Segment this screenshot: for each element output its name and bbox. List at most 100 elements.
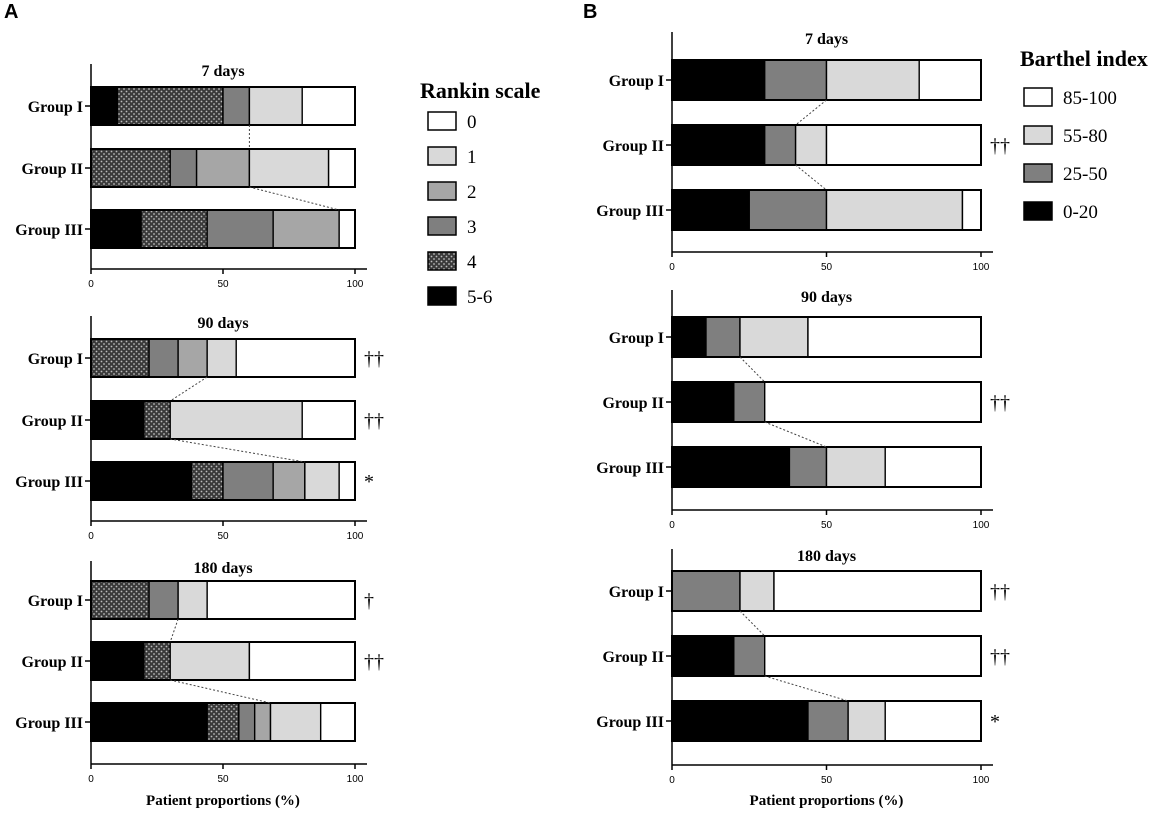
category-label: Group I xyxy=(609,330,664,347)
legend-item-4: 4 xyxy=(427,251,477,273)
legend-label: 3 xyxy=(467,217,477,238)
bar-segment-0-20 xyxy=(671,635,735,677)
bar-segment-0-20 xyxy=(671,189,750,231)
legend-item-0: 0 xyxy=(427,111,477,133)
category-label: Group III xyxy=(15,474,83,491)
legend-item-3: 3 xyxy=(427,216,477,238)
bar-segment-0 xyxy=(338,461,356,501)
subplot-7-days: 7 days Group I Group II †† Group III 0 50 100 xyxy=(596,31,1010,273)
x-tick-label: 0 xyxy=(669,520,675,531)
legend-swatch xyxy=(427,251,457,271)
bar-group-iii xyxy=(90,209,356,249)
bar-segment-4 xyxy=(90,338,150,378)
x-tick-label: 0 xyxy=(88,279,94,290)
bar-segment-85-100 xyxy=(918,59,982,101)
bar-group-ii xyxy=(90,400,356,440)
category-label: Group III xyxy=(15,715,83,732)
category-label: Group III xyxy=(596,714,664,731)
significance-mark: †† xyxy=(990,581,1010,603)
significance-mark: †† xyxy=(364,348,384,370)
connector-line xyxy=(169,618,179,643)
x-tick-label: 100 xyxy=(973,520,990,531)
bar-segment-3 xyxy=(222,86,251,126)
bar-segment-1 xyxy=(248,148,330,188)
bar-segment-85-100 xyxy=(807,316,982,358)
bar-segment-25-50 xyxy=(764,124,797,166)
bar-group-ii xyxy=(90,641,356,681)
bar-segment-1 xyxy=(304,461,340,501)
bar-segment-4 xyxy=(90,580,150,620)
bar-group-iii xyxy=(90,461,356,501)
bar-segment-55-80 xyxy=(825,59,920,101)
bar-group-iii xyxy=(90,702,356,742)
legend-label: 4 xyxy=(467,252,477,273)
subplot-title: 90 days xyxy=(801,289,852,306)
bar-segment-85-100 xyxy=(764,381,982,423)
legend-swatch xyxy=(427,111,457,131)
significance-mark: †† xyxy=(364,651,384,673)
bar-segment-0-20 xyxy=(671,59,766,101)
category-label: Group I xyxy=(28,593,83,610)
legend-label: 1 xyxy=(467,147,477,168)
bar-segment-55-80 xyxy=(794,124,828,166)
connector-line xyxy=(795,164,827,191)
connector-line xyxy=(249,186,340,211)
bar-segment-0-20 xyxy=(671,381,735,423)
connector-line xyxy=(169,376,208,402)
connector-line xyxy=(764,421,827,448)
subplot-90-days: 90 days Group I †† Group II †† Group III * 0 50 1… xyxy=(15,315,384,542)
bar-segment-2 xyxy=(272,461,306,501)
connector-line xyxy=(170,438,305,463)
legend-swatch xyxy=(427,286,457,306)
x-tick-label: 50 xyxy=(217,774,229,785)
legend-title: Barthel index xyxy=(1020,46,1148,71)
bar-segment-0-20 xyxy=(671,700,809,742)
subplot-title: 7 days xyxy=(201,63,244,80)
bar-segment-2 xyxy=(272,209,340,249)
bar-group-ii xyxy=(671,635,982,677)
bar-segment-5-6 xyxy=(90,461,193,501)
subplot-180-days: 180 days Group I †† Group II †† Group III * 0 50… xyxy=(596,548,1010,786)
bar-segment-4 xyxy=(190,461,224,501)
bar-segment-0 xyxy=(235,338,356,378)
bar-segment-1 xyxy=(269,702,322,742)
bar-segment-55-80 xyxy=(739,570,775,612)
bar-segment-25-50 xyxy=(748,189,828,231)
x-tick-label: 50 xyxy=(821,775,833,786)
significance-mark: †† xyxy=(990,392,1010,414)
x-tick-label: 50 xyxy=(821,520,833,531)
significance-mark: †† xyxy=(990,135,1010,157)
significance-mark: † xyxy=(364,590,374,612)
bar-segment-0 xyxy=(301,400,356,440)
bar-segment-5-6 xyxy=(90,400,145,440)
bar-group-iii xyxy=(671,446,982,488)
category-label: Group III xyxy=(15,222,83,239)
subplot-7-days: 7 days Group I Group II Group III 0 50 100 xyxy=(15,63,367,290)
bar-segment-55-80 xyxy=(739,316,809,358)
bar-segment-55-80 xyxy=(825,446,886,488)
category-label: Group I xyxy=(28,99,83,116)
subplot-180-days: 180 days Group I † Group II †† Group III 0 50 10… xyxy=(15,560,384,785)
significance-mark: †† xyxy=(990,646,1010,668)
x-tick-label: 100 xyxy=(347,279,364,290)
bar-segment-2 xyxy=(195,148,251,188)
legend-swatch xyxy=(1023,87,1053,107)
legend-label: 0-20 xyxy=(1063,202,1098,223)
bar-segment-1 xyxy=(177,580,208,620)
legend-label: 25-50 xyxy=(1063,164,1107,185)
subplot-title: 90 days xyxy=(197,315,248,332)
bar-segment-25-50 xyxy=(733,635,766,677)
bar-segment-0 xyxy=(206,580,356,620)
bar-segment-1 xyxy=(169,641,251,681)
x-tick-label: 0 xyxy=(669,262,675,273)
connector-line xyxy=(739,356,766,383)
bar-segment-0 xyxy=(319,702,356,742)
significance-mark: * xyxy=(364,471,374,493)
category-label: Group II xyxy=(602,649,664,666)
bar-segment-55-80 xyxy=(847,700,886,742)
bar-segment-2 xyxy=(177,338,208,378)
bar-group-i xyxy=(671,570,982,612)
